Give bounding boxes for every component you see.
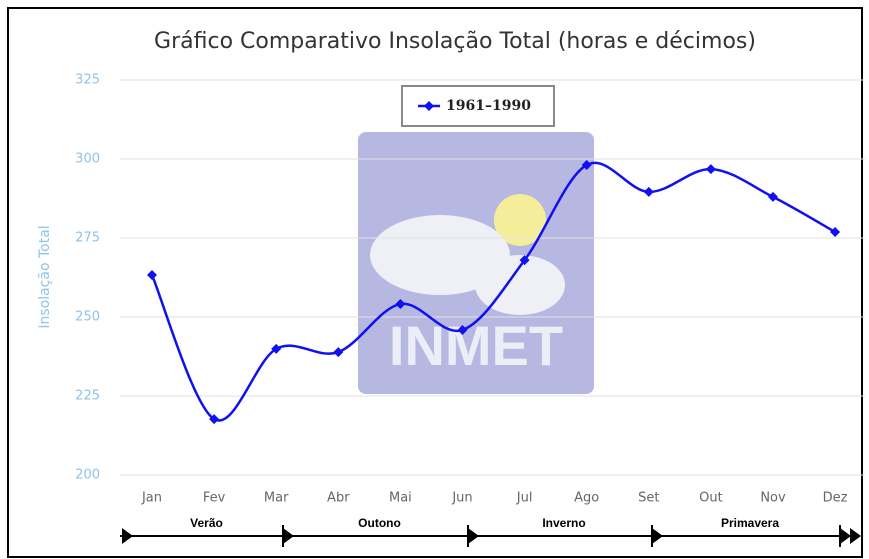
legend-label: 1961–1990	[446, 98, 531, 114]
watermark-logo: INMET	[358, 132, 594, 394]
season-label: Primavera	[721, 516, 779, 530]
y-tick-label: 225	[75, 389, 100, 404]
season-label: Outono	[358, 516, 401, 530]
season-label: Inverno	[542, 516, 585, 530]
x-tick-label: Nov	[760, 491, 786, 506]
y-axis-label: Insolação Total	[37, 225, 53, 328]
x-tick-label: Mai	[389, 491, 412, 506]
x-tick-label: Out	[699, 491, 723, 506]
x-tick-label: Jul	[516, 491, 533, 506]
y-tick-label: 300	[75, 152, 100, 167]
x-tick-label: Mar	[264, 491, 289, 506]
x-tick-label: Fev	[203, 491, 226, 506]
x-tick-label: Abr	[327, 491, 350, 506]
y-tick-label: 275	[75, 231, 100, 246]
y-tick-label: 250	[75, 310, 100, 325]
x-tick-label: Jan	[141, 491, 162, 506]
season-label: Verão	[190, 516, 223, 530]
chart: INMET Gráfico Comparativo Insolação Tota…	[0, 0, 869, 559]
x-tick-label: Ago	[574, 491, 599, 506]
legend: 1961–1990	[402, 86, 554, 126]
x-tick-label: Set	[638, 491, 659, 506]
watermark-text: INMET	[389, 314, 563, 377]
x-tick-label: Jun	[451, 491, 472, 506]
y-tick-label: 200	[75, 468, 100, 483]
x-tick-label: Dez	[823, 491, 848, 506]
y-tick-label: 325	[75, 73, 100, 88]
chart-title: Gráfico Comparativo Insolação Total (hor…	[154, 29, 756, 54]
